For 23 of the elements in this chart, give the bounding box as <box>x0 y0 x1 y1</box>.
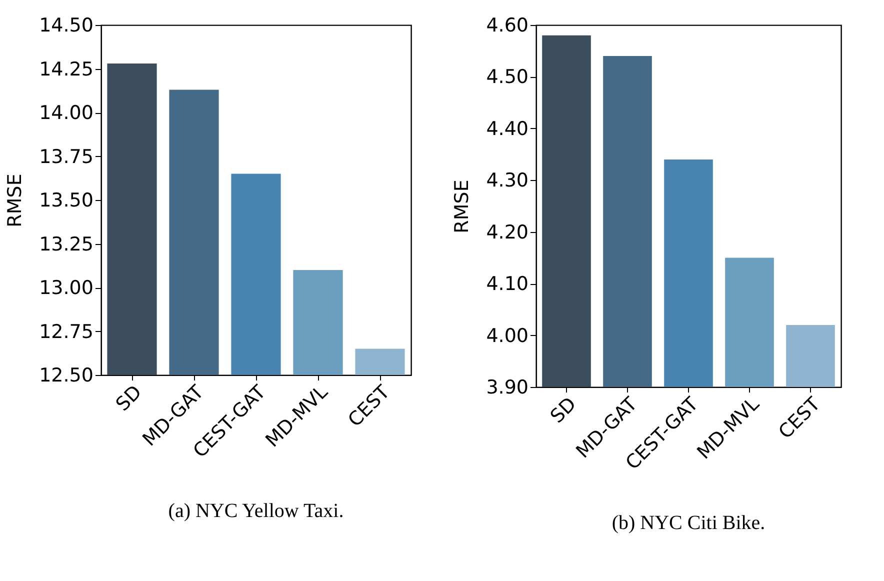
y-tick-label: 3.90 <box>486 376 528 398</box>
text: (b) NYC Citi Bike. <box>612 512 766 534</box>
y-tick-label: 13.25 <box>39 233 94 256</box>
y-tick-label: 4.50 <box>486 66 528 88</box>
y-tick-label: 13.75 <box>39 146 94 168</box>
x-tick-label: SD <box>546 393 581 428</box>
y-tick-label: 12.50 <box>39 364 94 386</box>
y-tick-label: 4.00 <box>486 324 528 347</box>
y-tick-label: 14.00 <box>39 102 94 124</box>
y-tick-label: 12.75 <box>39 320 94 343</box>
y-tick-label: 4.60 <box>486 14 528 36</box>
y-axis-title: RMSE <box>4 174 26 228</box>
y-tick-label: 4.10 <box>486 273 528 296</box>
y-tick-label: 14.25 <box>39 58 94 80</box>
text: (a) NYC Yellow Taxi. <box>168 500 344 522</box>
y-tick-label: 4.20 <box>486 221 528 244</box>
x-tick-label: SD <box>112 381 146 416</box>
y-tick-label: 13.50 <box>39 190 94 212</box>
y-tick-label: 13.00 <box>39 277 94 299</box>
y-tick-label: 4.30 <box>486 170 528 192</box>
y-axis-title: RMSE <box>451 180 474 234</box>
y-tick-label: 14.50 <box>39 14 94 36</box>
y-tick-label: 4.40 <box>486 118 528 140</box>
